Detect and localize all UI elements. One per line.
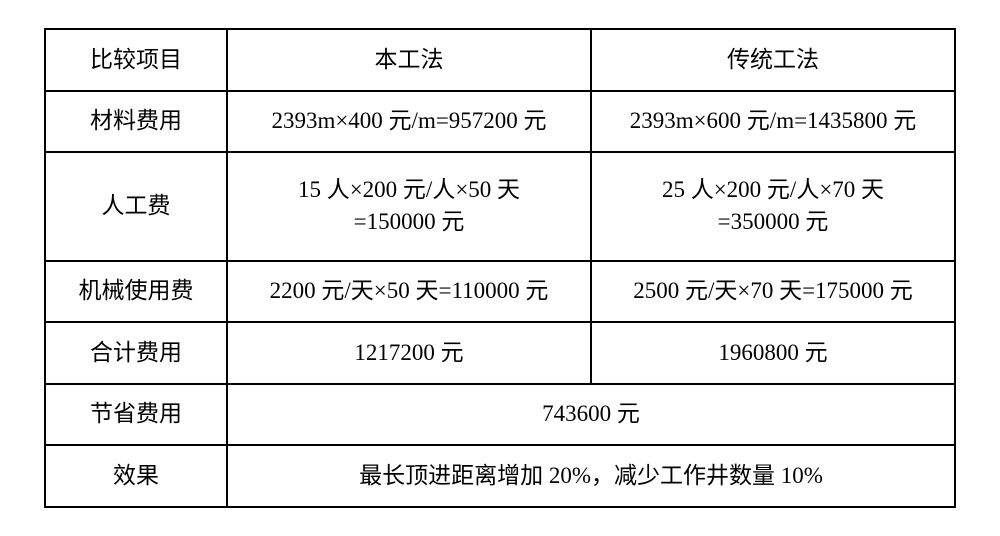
header-this-method: 本工法 <box>227 29 591 91</box>
cell-traditional: 2500 元/天×70 天=175000 元 <box>591 261 955 323</box>
row-label: 节省费用 <box>45 384 227 446</box>
row-label: 合计费用 <box>45 322 227 384</box>
table-row: 人工费 15 人×200 元/人×50 天 =150000 元 25 人×200… <box>45 152 955 261</box>
header-traditional: 传统工法 <box>591 29 955 91</box>
cell-this-method: 1217200 元 <box>227 322 591 384</box>
table-header-row: 比较项目 本工法 传统工法 <box>45 29 955 91</box>
cell-traditional: 2393m×600 元/m=1435800 元 <box>591 91 955 153</box>
effect-value: 最长顶进距离增加 20%，减少工作井数量 10% <box>227 445 955 507</box>
row-label: 效果 <box>45 445 227 507</box>
comparison-table: 比较项目 本工法 传统工法 材料费用 2393m×400 元/m=957200 … <box>44 28 956 508</box>
table-row: 机械使用费 2200 元/天×50 天=110000 元 2500 元/天×70… <box>45 261 955 323</box>
cell-this-method: 15 人×200 元/人×50 天 =150000 元 <box>227 152 591 261</box>
table-row: 合计费用 1217200 元 1960800 元 <box>45 322 955 384</box>
cell-traditional: 25 人×200 元/人×70 天 =350000 元 <box>591 152 955 261</box>
row-label: 机械使用费 <box>45 261 227 323</box>
row-label: 材料费用 <box>45 91 227 153</box>
savings-value: 743600 元 <box>227 384 955 446</box>
table-row: 材料费用 2393m×400 元/m=957200 元 2393m×600 元/… <box>45 91 955 153</box>
row-label: 人工费 <box>45 152 227 261</box>
savings-row: 节省费用 743600 元 <box>45 384 955 446</box>
cell-this-method: 2393m×400 元/m=957200 元 <box>227 91 591 153</box>
header-label: 比较项目 <box>45 29 227 91</box>
effect-row: 效果 最长顶进距离增加 20%，减少工作井数量 10% <box>45 445 955 507</box>
page-container: 比较项目 本工法 传统工法 材料费用 2393m×400 元/m=957200 … <box>0 0 1000 536</box>
cell-this-method: 2200 元/天×50 天=110000 元 <box>227 261 591 323</box>
cell-traditional: 1960800 元 <box>591 322 955 384</box>
